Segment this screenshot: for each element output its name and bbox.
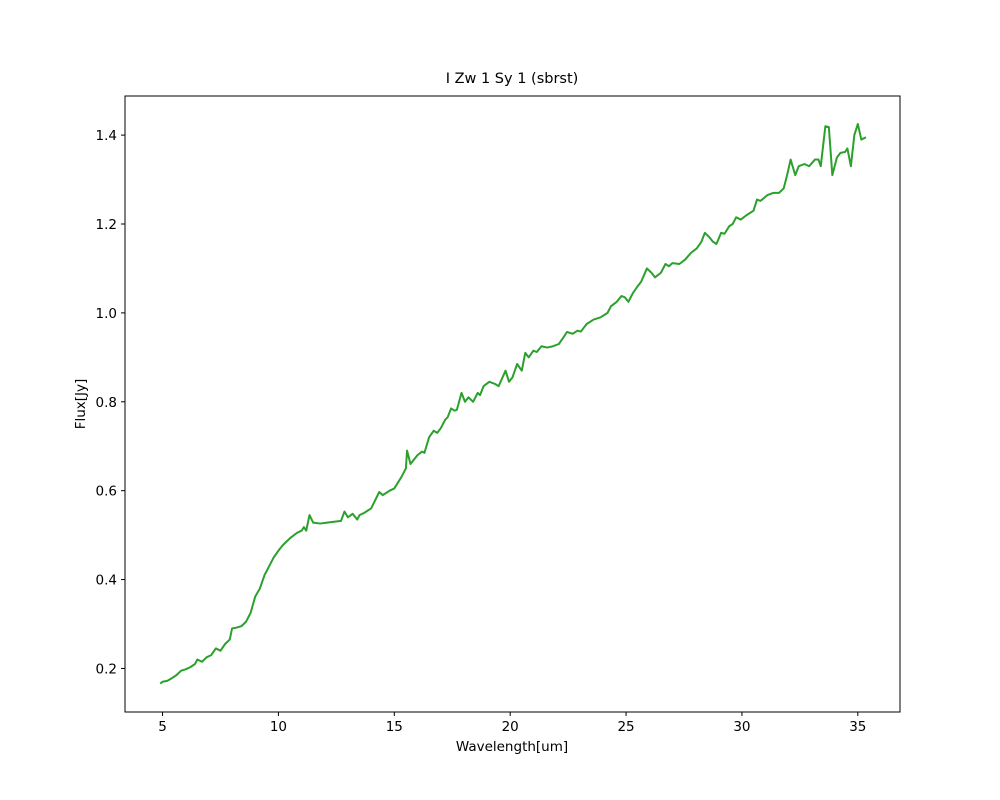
y-tick-label: 1.0 [96, 306, 117, 322]
plot-frame [124, 95, 901, 713]
y-tick-label: 0.8 [96, 395, 117, 411]
y-tick-label: 1.4 [96, 128, 117, 144]
x-tick-label: 5 [158, 719, 167, 735]
x-axis-label: Wavelength[um] [456, 739, 568, 755]
x-tick-label: 30 [733, 719, 750, 735]
x-tick-label: 35 [849, 719, 866, 735]
y-tick-label: 0.6 [96, 484, 117, 500]
x-tick-label: 20 [502, 719, 519, 735]
y-axis-label: Flux[Jy] [73, 379, 89, 430]
x-tick-label: 10 [270, 719, 287, 735]
y-tick-label: 0.2 [96, 661, 117, 677]
y-tick-label: 0.4 [96, 573, 117, 589]
data-line [159, 123, 867, 685]
x-tick-label: 15 [386, 719, 403, 735]
y-tick-label: 1.2 [96, 217, 117, 233]
chart-title: I Zw 1 Sy 1 (sbrst) [446, 71, 579, 87]
x-tick-label: 25 [617, 719, 634, 735]
